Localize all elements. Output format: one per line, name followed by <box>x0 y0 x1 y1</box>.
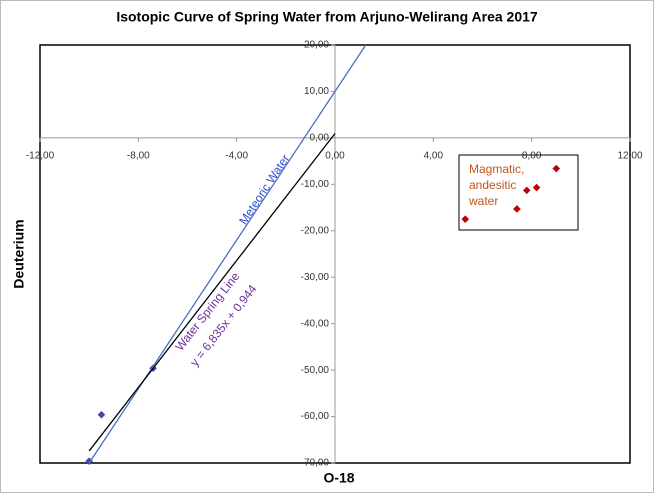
y-tick-label: -60,00 <box>301 411 330 422</box>
x-axis-label: O-18 <box>323 470 354 486</box>
x-tick-label: 0,00 <box>325 151 345 162</box>
annotation-text: Magmatic, <box>469 162 524 176</box>
trend-line <box>88 133 336 452</box>
data-point <box>97 410 106 419</box>
y-tick-label: -50,00 <box>301 365 330 376</box>
y-tick-label: 20,00 <box>304 40 329 51</box>
x-tick-label: 8,00 <box>522 151 542 162</box>
y-tick-label: 10,00 <box>304 86 329 97</box>
x-tick-label: -8,00 <box>127 151 150 162</box>
data-point <box>552 164 561 173</box>
trend-line <box>88 44 367 464</box>
y-tick-label: -10,00 <box>301 179 330 190</box>
data-point <box>513 205 521 213</box>
y-tick-label: -40,00 <box>301 318 330 329</box>
x-tick-label: -12,00 <box>26 151 55 162</box>
data-point <box>522 186 531 195</box>
y-tick-label: -30,00 <box>301 272 330 283</box>
chart-title: Isotopic Curve of Spring Water from Arju… <box>116 9 538 25</box>
data-point <box>461 215 470 223</box>
y-tick-label: -20,00 <box>301 225 330 236</box>
annotation-text: andesitic <box>469 178 516 192</box>
y-axis-label: Deuterium <box>11 219 27 288</box>
y-tick-label: 0,00 <box>310 133 330 144</box>
x-tick-label: 4,00 <box>424 151 444 162</box>
data-point <box>532 183 541 192</box>
x-tick-label: -4,00 <box>225 151 248 162</box>
annotation-box <box>458 154 579 231</box>
y-tick-label: -70,00 <box>301 458 330 469</box>
x-tick-label: 12,00 <box>617 151 642 162</box>
annotation-text: water <box>468 194 498 208</box>
